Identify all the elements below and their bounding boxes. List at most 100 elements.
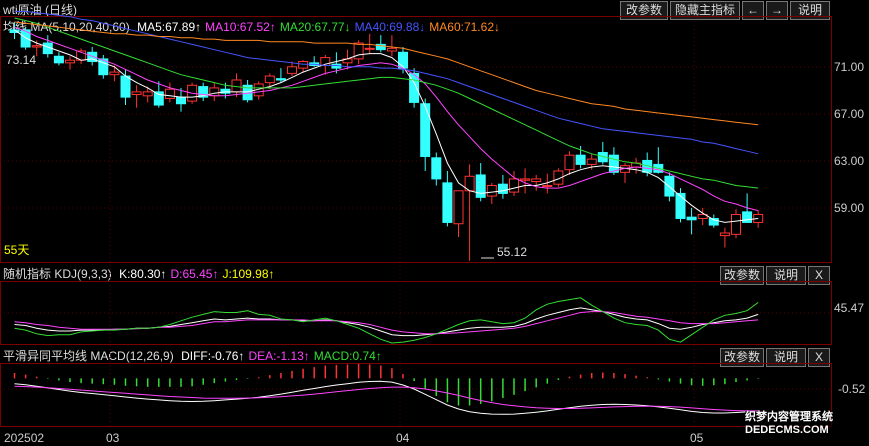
y-tick-67: 67.00 <box>834 107 865 121</box>
main-panel-frame <box>0 16 832 263</box>
macd-title: 平滑异同平均线 <box>3 349 88 363</box>
candle <box>231 73 242 98</box>
candle <box>675 188 686 223</box>
macd-histogram <box>13 363 759 406</box>
arrow-right-icon[interactable]: → <box>766 1 788 20</box>
candle <box>608 147 619 175</box>
kdj-readout-j: J:109.98↑ <box>222 267 275 281</box>
candle <box>631 157 642 174</box>
kdj-values: K:80.30↑ D:65.45↑ J:109.98↑ <box>115 267 274 281</box>
candle <box>531 174 542 191</box>
macd-help-button[interactable]: 说明 <box>766 348 806 367</box>
candle <box>697 207 708 226</box>
arrow-left-icon[interactable]: ← <box>742 1 764 20</box>
macd-diff-line <box>14 380 759 415</box>
macd-readout-diff: DIFF:-0.76↑ <box>181 349 245 363</box>
ma-readout-ma5: MA5:67.89↑ <box>137 20 202 34</box>
hide-main-indicator-button[interactable]: 隐藏主指标 <box>670 1 740 20</box>
candle <box>364 33 375 54</box>
candle <box>109 65 120 82</box>
candle <box>309 56 320 67</box>
kdj-close-icon[interactable]: X <box>808 266 830 285</box>
macd-indicator-label: MACD(12,26,9) <box>90 349 174 363</box>
kdj-edit-params-button[interactable]: 改参数 <box>720 266 764 285</box>
macd-y-tick: -0.52 <box>838 382 866 396</box>
macd-readout-dea: DEA:-1.13↑ <box>248 349 310 363</box>
candle <box>386 35 397 57</box>
candle <box>98 54 109 79</box>
chart-title: wti原油 (日线) <box>3 3 77 17</box>
candle <box>298 60 309 73</box>
kdj-readout: 随机指标 KDJ(9,3,3) K:80.30↑ D:65.45↑ J:109.98… <box>3 267 275 281</box>
period-label: 55天 <box>4 243 29 257</box>
kdj-indicator-label: KDJ(9,3,3) <box>54 267 112 281</box>
candlesticks <box>9 21 764 261</box>
symbol-title: wti原油 (日线) <box>3 3 77 17</box>
candle <box>53 52 64 66</box>
ma-indicator-label: 均线 MA(5,10,20,40,60) <box>3 20 130 34</box>
macd-readout: 平滑异同平均线 MACD(12,26,9) DIFF:-0.76↑ DEA:-1.… <box>3 349 382 363</box>
candle <box>375 35 386 53</box>
candle <box>253 81 264 100</box>
watermark: 织梦内容管理系统 DEDECMS.COM <box>745 411 865 437</box>
candle <box>520 168 531 194</box>
y-tick-71: 71.00 <box>834 60 865 74</box>
candle <box>275 68 286 83</box>
y-tick-59: 59.00 <box>834 201 865 215</box>
candle <box>731 209 741 239</box>
candle <box>287 61 297 77</box>
candle <box>120 69 131 106</box>
macd-values: DIFF:-0.76↑ DEA:-1.13↑ MACD:0.74↑ <box>177 349 382 363</box>
macd-panel-frame <box>0 363 832 427</box>
x-label-apr: 04 <box>396 431 410 445</box>
macd-dea-line <box>14 385 759 412</box>
candle <box>753 210 764 228</box>
low-price-label: 55.12 <box>497 245 527 259</box>
ma-readout-ma60: MA60:71.62↓ <box>429 20 500 34</box>
kdj-title: 随机指标 <box>3 267 52 281</box>
ma20-line <box>14 17 759 189</box>
macd-close-icon[interactable]: X <box>808 348 830 367</box>
grid-lines <box>0 17 831 427</box>
candle <box>209 82 220 102</box>
candle <box>164 82 175 103</box>
candle <box>131 85 142 108</box>
candle <box>442 170 453 227</box>
candle <box>431 152 442 186</box>
kdj-d-line <box>14 311 759 335</box>
kdj-k-line <box>14 307 759 337</box>
kdj-readout-d: D:65.45↑ <box>170 267 219 281</box>
ma40-line <box>14 10 759 155</box>
high-price-label: 73.14 <box>6 53 36 67</box>
kdj-y-tick: 45.47 <box>834 301 865 315</box>
candle <box>464 164 475 261</box>
candle <box>475 163 486 202</box>
edit-params-button[interactable]: 改参数 <box>620 1 668 20</box>
ma10-line <box>14 26 759 212</box>
x-label-mar: 03 <box>106 431 120 445</box>
ma5-line <box>14 29 759 223</box>
ma60-line <box>14 21 759 126</box>
candle <box>198 82 209 102</box>
ma-values: MA5:67.89↑ MA10:67.52↑ MA20:67.77↓ MA40:69.… <box>133 20 500 34</box>
help-button[interactable]: 说明 <box>790 1 830 20</box>
candle <box>575 145 586 169</box>
kdj-help-button[interactable]: 说明 <box>766 266 806 285</box>
ma-readout-ma40: MA40:69.88↓ <box>354 20 426 34</box>
x-label-feb: 202502 <box>4 431 45 445</box>
candle <box>620 163 630 183</box>
candle <box>486 182 497 204</box>
candle <box>497 174 508 199</box>
candle <box>453 190 464 237</box>
indicator-lines <box>14 10 759 415</box>
candle <box>686 207 697 235</box>
macd-edit-params-button[interactable]: 改参数 <box>720 348 764 367</box>
macd-readout-macd: MACD:0.74↑ <box>313 349 382 363</box>
candle <box>708 214 719 228</box>
candle <box>509 170 519 197</box>
candle <box>719 227 730 248</box>
ma-readout-ma10: MA10:67.52↑ <box>205 20 276 34</box>
candle <box>142 86 153 103</box>
y-tick-63: 63.00 <box>834 154 865 168</box>
